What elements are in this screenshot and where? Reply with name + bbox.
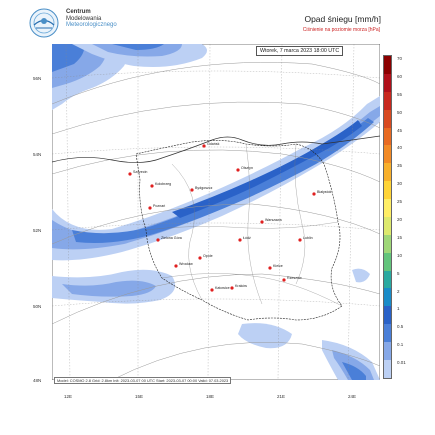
map-title: Opad śniegu [mm/h] [304, 14, 381, 24]
color-scale-step [384, 270, 391, 289]
color-scale-label: 50 [397, 109, 403, 115]
color-scale-label: 40 [397, 145, 403, 151]
valid-time-label: Wtorek, 7 marca 2023 18:00 UTC [256, 46, 344, 56]
snowfall-areas [52, 44, 380, 380]
color-scale-step [384, 252, 391, 271]
color-scale-step [384, 234, 391, 253]
color-scale-label: 1 [397, 306, 400, 312]
org-line-3: Meteorologicznego [66, 22, 117, 29]
color-scale-label: 2 [397, 288, 400, 294]
lat-label: 54N [33, 152, 42, 157]
regional-borders [145, 143, 343, 307]
color-scale-step [384, 324, 391, 342]
city-labels: Gdańsk Szczecin Kołobrzeg Bydgoszcz Olsz… [133, 142, 332, 290]
isobars [52, 62, 380, 380]
lon-label: 18E [206, 394, 215, 399]
organization-name: Centrum Modelowania Meteorologicznego [66, 9, 117, 29]
forecast-map: Gdańsk Szczecin Kołobrzeg Bydgoszcz Olsz… [52, 44, 380, 380]
color-scale-step [384, 288, 391, 307]
city-label: Białystok [317, 190, 332, 194]
lon-label: 12E [64, 394, 73, 399]
color-scale-label: 45 [397, 127, 403, 133]
color-scale-label: 0.5 [397, 324, 404, 330]
lat-label: 48N [33, 378, 42, 383]
color-scale-step [384, 145, 391, 164]
color-scale-step [384, 56, 391, 74]
city-label: Poznań [153, 204, 165, 208]
city-label: Rzeszów [287, 276, 302, 280]
color-scale-step [384, 216, 391, 235]
color-scale-step [384, 342, 391, 360]
color-scale-step [384, 109, 391, 128]
city-markers [128, 144, 316, 292]
color-scale-label: 60 [397, 73, 403, 79]
lat-label: 50N [33, 304, 42, 309]
color-scale-step [384, 91, 391, 110]
city-label: Kraków [235, 284, 247, 288]
lon-label: 24E [348, 394, 357, 399]
org-line-2: Modelowania [66, 15, 102, 22]
city-label: Bydgoszcz [195, 186, 213, 190]
color-scale-label: 35 [397, 163, 403, 169]
color-scale-step [384, 306, 391, 325]
lon-label: 15E [135, 394, 144, 399]
color-scale-step [384, 127, 391, 146]
city-label: Olsztyn [241, 166, 253, 170]
city-label: Kołobrzeg [155, 182, 171, 186]
color-scale-label: 30 [397, 181, 403, 187]
lat-label: 56N [33, 76, 42, 81]
city-label: Opole [203, 254, 213, 258]
color-scale-label: 20 [397, 217, 403, 222]
city-label: Wrocław [179, 262, 193, 266]
color-scale-label: 0.1 [397, 342, 404, 348]
graticule [52, 44, 380, 380]
city-label: Kielce [273, 264, 283, 268]
coastline [52, 135, 380, 163]
color-scale-label: 5 [397, 270, 400, 276]
model-info-footer: Model: COSMO 2.8 Grid: 2.8km Init: 2023-… [54, 377, 232, 384]
map-subtitle: Ciśnienie na poziomie morza [hPa] [302, 27, 380, 33]
city-label: Gdańsk [207, 142, 220, 146]
city-label: Lublin [303, 236, 313, 240]
city-label: Zielona Góra [161, 236, 182, 240]
color-scale-label: 55 [397, 91, 403, 97]
color-scale-label: 10 [397, 252, 403, 258]
color-scale-step [384, 163, 391, 182]
city-label: Warszawa [265, 218, 282, 222]
city-label: Szczecin [133, 170, 147, 174]
lat-label: 52N [33, 228, 42, 233]
city-label: Łódź [243, 236, 251, 240]
color-scale-step [384, 199, 391, 217]
org-line-1: Centrum [66, 9, 91, 15]
color-scale-step [384, 73, 391, 92]
color-scale-label: 25 [397, 199, 403, 205]
color-scale-step [384, 181, 391, 199]
color-scale-label: 70 [397, 56, 403, 61]
city-label: Katowice [215, 286, 230, 290]
precipitation-color-scale [383, 55, 392, 379]
color-scale-label: 15 [397, 234, 403, 240]
color-scale-label: 0.01 [397, 360, 406, 366]
color-scale-step [384, 359, 391, 378]
cmm-logo [29, 8, 59, 38]
lon-label: 21E [277, 394, 286, 399]
